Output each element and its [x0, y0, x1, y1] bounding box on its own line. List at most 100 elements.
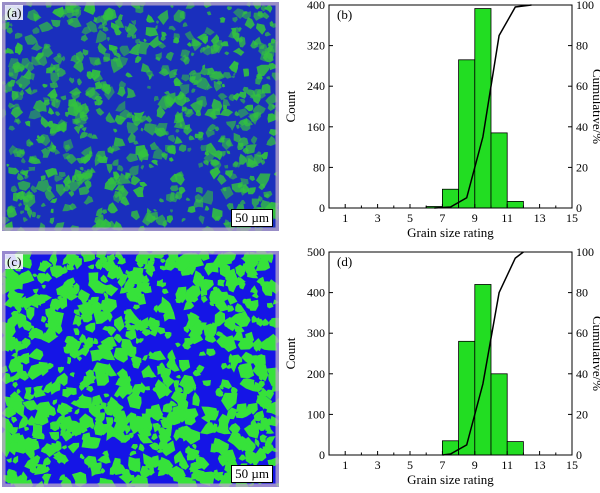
grain [249, 251, 260, 266]
grain [224, 219, 230, 226]
grain [184, 288, 195, 306]
x-tick-label: 1 [342, 458, 348, 472]
grain [28, 166, 36, 172]
grain [170, 470, 176, 477]
grain [21, 320, 32, 332]
grain [82, 49, 89, 56]
grain [255, 23, 266, 35]
grain [38, 21, 54, 33]
grain [246, 332, 252, 337]
grain [163, 310, 176, 322]
grain [12, 381, 18, 388]
grain [156, 448, 163, 453]
grain [170, 209, 173, 213]
grain [126, 87, 136, 99]
grain [235, 410, 246, 419]
grain [161, 65, 171, 75]
grain [27, 306, 35, 315]
grain [181, 218, 186, 223]
grain [131, 175, 141, 186]
grain [193, 79, 199, 86]
grain [15, 75, 31, 90]
grain [95, 259, 103, 267]
grain [198, 351, 207, 356]
grain [266, 428, 275, 434]
grain [23, 61, 35, 72]
grain [149, 404, 164, 422]
grain [125, 330, 137, 340]
grain [3, 298, 17, 308]
grain [50, 423, 59, 432]
grain [121, 425, 130, 432]
grain [42, 83, 48, 88]
grain [202, 380, 211, 387]
grain [162, 403, 173, 413]
grain [167, 349, 176, 363]
grain [113, 171, 121, 181]
grain [106, 425, 121, 441]
grain [129, 165, 139, 176]
grain [49, 381, 61, 395]
grain [139, 321, 145, 327]
y2-axis-label: Cumulative/% [590, 316, 600, 391]
grain [79, 333, 87, 343]
grain [86, 133, 93, 139]
grain [95, 29, 107, 44]
grain [112, 193, 123, 204]
grain [11, 416, 18, 424]
grain [53, 452, 69, 464]
grain [84, 105, 89, 112]
bar-5 [506, 201, 524, 209]
grain [141, 328, 152, 337]
grain [196, 77, 210, 91]
grain [140, 127, 144, 132]
x-tick-label: 1 [342, 211, 348, 225]
grain [180, 49, 191, 60]
y2-tick-label: 0 [576, 448, 582, 462]
bar-1 [458, 340, 476, 456]
grain [13, 118, 21, 125]
grain [160, 367, 171, 380]
grain [143, 38, 147, 43]
grain [65, 144, 71, 150]
grain [188, 433, 198, 443]
grain [97, 453, 111, 464]
grain [46, 327, 54, 337]
grain [185, 109, 194, 118]
grain [153, 96, 159, 102]
grain [111, 460, 127, 475]
grain [146, 85, 151, 89]
grain [29, 451, 34, 460]
grain [155, 379, 164, 391]
grain [242, 86, 249, 94]
cumulative-line [434, 4, 532, 209]
grain [149, 253, 155, 262]
grain [191, 384, 197, 392]
grain [88, 299, 93, 306]
grain [24, 86, 32, 95]
grain [101, 209, 108, 215]
grain [262, 445, 274, 455]
grain [53, 54, 63, 65]
grain [251, 315, 258, 323]
grain [250, 418, 259, 428]
grain [107, 253, 116, 263]
grain [121, 338, 133, 354]
grain [270, 38, 276, 44]
grain [34, 53, 48, 67]
grain [191, 88, 196, 93]
y-tick-label: 400 [307, 0, 325, 12]
grain [234, 110, 240, 117]
grain [18, 414, 29, 429]
grain [195, 275, 204, 281]
grain [267, 113, 279, 123]
grain [16, 172, 24, 181]
grain [20, 210, 24, 215]
grain [93, 423, 105, 433]
bar-4 [490, 132, 508, 209]
grain [83, 195, 94, 205]
grain [62, 203, 73, 212]
grain [203, 282, 211, 289]
grain [30, 293, 42, 306]
